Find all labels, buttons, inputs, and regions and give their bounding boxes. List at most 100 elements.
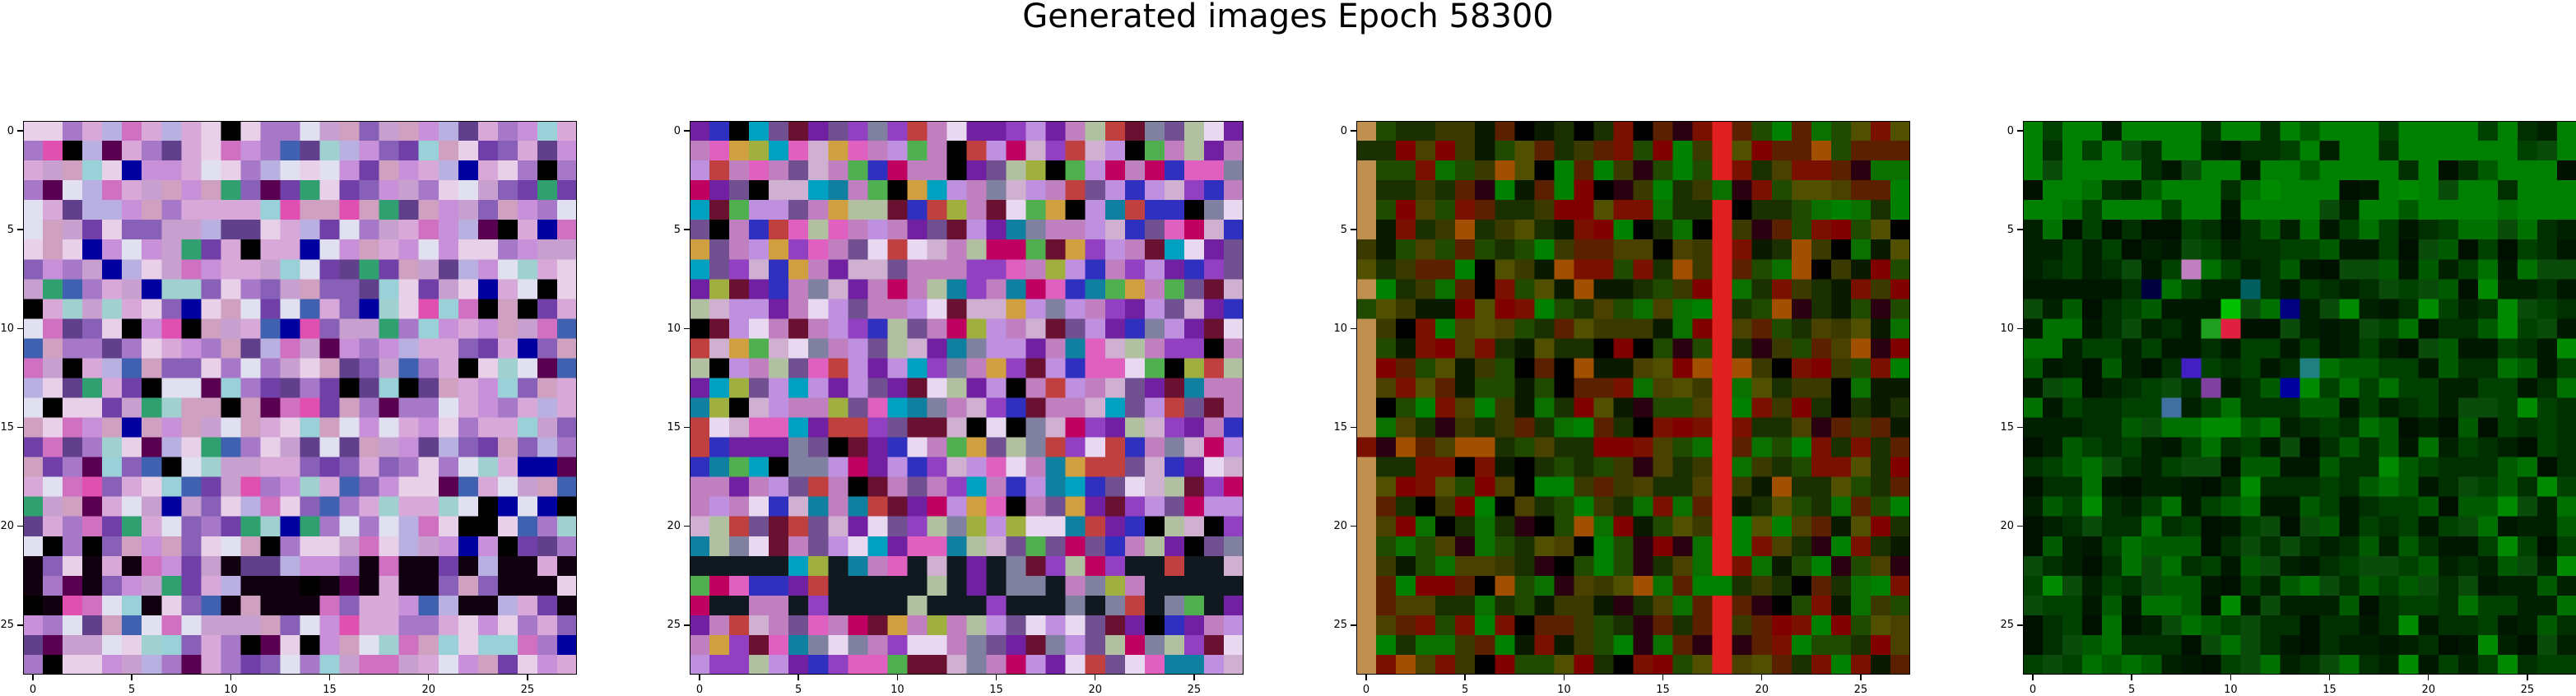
figure-title: Generated images Epoch 58300 [1022, 0, 1554, 35]
x-tick-label: 25 [1853, 684, 1868, 696]
y-tick [2017, 327, 2023, 330]
x-tick [1464, 675, 1466, 680]
y-tick-label: 10 [0, 322, 14, 335]
image-pixels [23, 121, 577, 675]
x-tick-label: 5 [128, 684, 136, 696]
y-tick [1351, 327, 1356, 330]
image-pixels [1356, 121, 1910, 675]
x-tick-label: 15 [323, 684, 337, 696]
y-tick-label: 5 [673, 223, 681, 236]
x-tick [2328, 675, 2331, 680]
x-tick [699, 675, 700, 680]
x-tick-label: 5 [1462, 684, 1469, 696]
y-tick-label: 10 [667, 322, 681, 335]
y-tick-label: 0 [7, 124, 14, 137]
x-tick-label: 15 [989, 684, 1003, 696]
y-tick-label: 20 [1333, 520, 1347, 533]
y-tick [17, 525, 23, 527]
x-tick-label: 15 [1656, 684, 1670, 696]
x-tick [797, 675, 799, 680]
x-tick-label: 5 [795, 684, 802, 696]
x-tick-label: 0 [1362, 684, 1370, 696]
x-tick-label: 0 [2029, 684, 2037, 696]
image-panel-1: 0 5 10 15 20 25 0 5 10 15 20 25 [0, 121, 577, 695]
y-tick [2017, 525, 2023, 527]
y-tick [2017, 426, 2023, 429]
y-tick-label: 0 [1340, 124, 1347, 137]
x-tick [2131, 675, 2132, 680]
x-tick [1860, 675, 1862, 680]
x-tick [1193, 675, 1195, 680]
x-tick [896, 675, 899, 680]
x-tick-label: 20 [2421, 684, 2435, 696]
y-tick-label: 25 [2000, 619, 2014, 632]
x-tick-label: 15 [2323, 684, 2337, 696]
y-tick [684, 229, 690, 230]
y-tick-label: 20 [2000, 520, 2014, 533]
x-tick [2032, 675, 2034, 680]
y-tick-label: 25 [667, 619, 681, 632]
x-tick-label: 10 [2224, 684, 2238, 696]
x-tick [527, 675, 528, 680]
image-panel-2: 0 5 10 15 20 25 0 5 10 15 20 25 [667, 121, 1244, 695]
y-tick [1351, 624, 1356, 626]
x-tick-label: 0 [29, 684, 37, 696]
y-tick [1351, 229, 1356, 230]
y-tick-label: 5 [7, 223, 14, 236]
y-tick [684, 624, 690, 626]
y-tick-label: 10 [2000, 322, 2014, 335]
image-pixels [2023, 121, 2576, 675]
y-tick-label: 20 [0, 520, 14, 533]
y-tick [17, 624, 23, 626]
x-tick [1094, 675, 1096, 680]
x-tick [328, 675, 331, 680]
x-tick-label: 20 [1755, 684, 1769, 696]
x-tick [131, 675, 133, 680]
y-tick [17, 426, 23, 429]
x-tick-label: 20 [1088, 684, 1102, 696]
y-tick [17, 130, 23, 132]
image-panel-4: 0 5 10 15 20 25 0 5 10 15 20 25 [2000, 121, 2576, 695]
y-tick-label: 15 [667, 421, 681, 434]
y-tick-label: 0 [673, 124, 681, 137]
x-tick [1662, 675, 1664, 680]
y-tick [684, 327, 690, 330]
y-tick-label: 10 [1333, 322, 1347, 335]
y-tick-label: 25 [1333, 619, 1347, 632]
y-tick [2017, 130, 2023, 132]
x-tick [2527, 675, 2528, 680]
image-pixels [690, 121, 1244, 675]
x-tick [32, 675, 34, 680]
x-tick [427, 675, 430, 680]
x-tick [1563, 675, 1565, 680]
x-tick-label: 25 [2520, 684, 2535, 696]
x-tick [2427, 675, 2430, 680]
image-panel-3: 0 5 10 15 20 25 0 5 10 15 20 25 [1333, 121, 1910, 695]
x-tick-label: 20 [421, 684, 435, 696]
y-tick-label: 15 [2000, 421, 2014, 434]
x-tick-label: 10 [224, 684, 238, 696]
x-tick-label: 0 [695, 684, 704, 696]
x-tick-label: 25 [1187, 684, 1202, 696]
y-tick-label: 20 [667, 520, 681, 533]
x-tick [230, 675, 232, 680]
y-tick [684, 525, 690, 527]
y-tick [684, 130, 690, 132]
y-tick-label: 25 [0, 619, 14, 632]
y-tick [684, 426, 690, 429]
y-tick [1351, 426, 1356, 429]
y-tick [2017, 229, 2023, 230]
y-tick [17, 327, 23, 330]
x-tick [995, 675, 997, 680]
y-tick-label: 15 [0, 421, 14, 434]
y-tick-label: 5 [1340, 223, 1347, 236]
y-tick [1351, 130, 1356, 132]
x-tick [1365, 675, 1367, 680]
y-tick [1351, 525, 1356, 527]
x-tick-label: 5 [2128, 684, 2136, 696]
y-tick-label: 15 [1333, 421, 1347, 434]
x-tick-label: 10 [1557, 684, 1571, 696]
x-tick-label: 10 [890, 684, 904, 696]
x-tick [2230, 675, 2232, 680]
y-tick [2017, 624, 2023, 626]
